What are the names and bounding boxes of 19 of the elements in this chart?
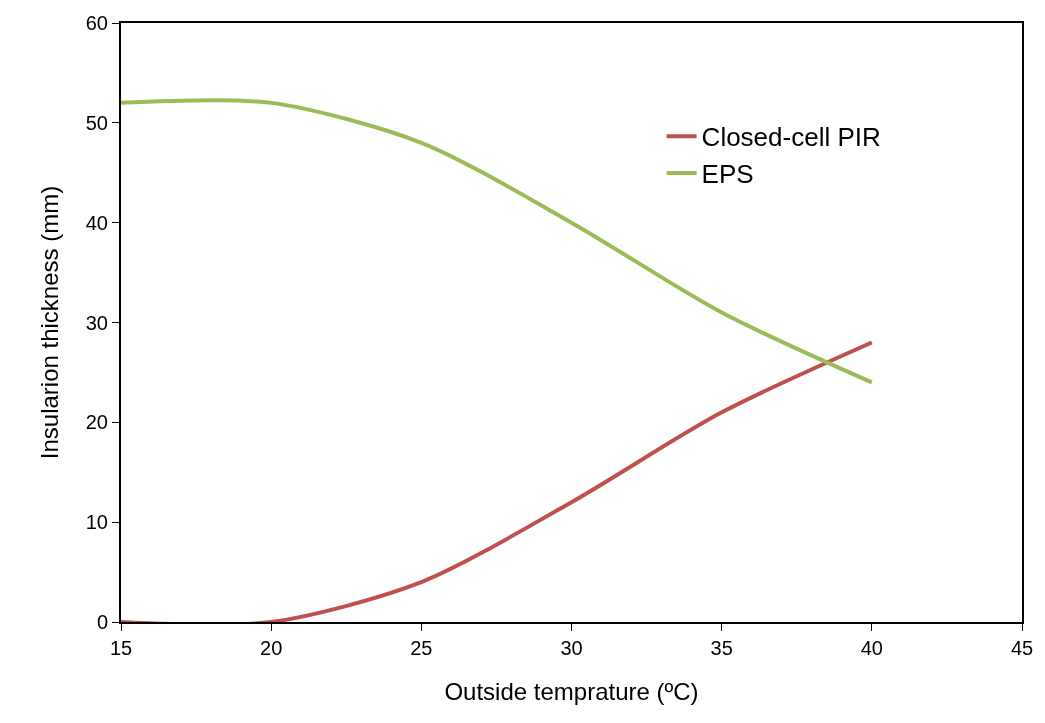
y-tick-label: 0 (96, 611, 108, 633)
y-tick-label: 20 (85, 411, 108, 434)
y-tick-label: 50 (85, 111, 108, 134)
x-tick-label: 30 (560, 637, 583, 659)
x-tick-label: 25 (410, 637, 433, 659)
legend-label: Closed-cell PIR (701, 122, 881, 153)
x-tick-label: 20 (260, 637, 283, 659)
y-tick-label: 10 (85, 511, 108, 534)
x-axis-title: Outside temprature (ºC) (444, 677, 699, 705)
x-tick-label: 45 (1010, 637, 1034, 659)
x-tick-label: 40 (860, 637, 883, 659)
y-tick-label: 30 (85, 311, 108, 334)
x-tick-label: 35 (710, 637, 733, 659)
x-tick-label: 15 (109, 637, 133, 659)
y-axis-title: Insularion thickness (mm) (36, 185, 64, 460)
line-series (121, 340, 874, 622)
y-tick-label: 60 (85, 12, 108, 34)
legend-label: EPS (701, 159, 754, 190)
y-tick-label: 40 (85, 211, 108, 234)
